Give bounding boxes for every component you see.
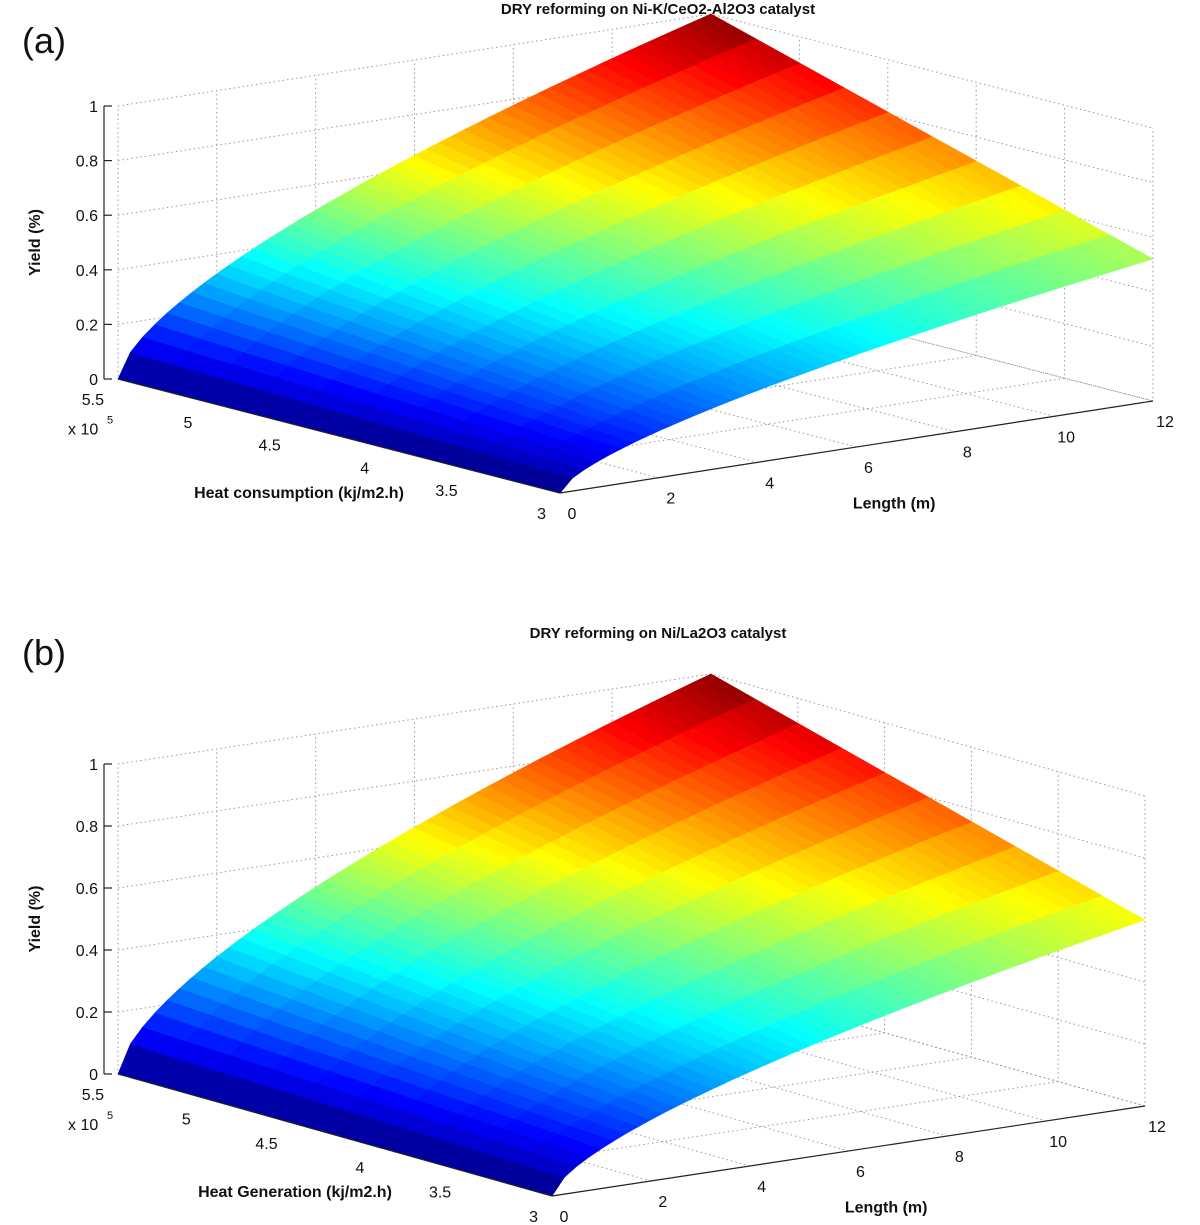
x-axis-line — [117, 378, 561, 494]
surface — [117, 13, 1154, 494]
panel-label: (a) — [22, 20, 66, 61]
x-multiplier: x 10 — [68, 1117, 98, 1134]
y-tick-label: 10 — [1049, 1134, 1067, 1151]
z-tick-label: 0.6 — [76, 208, 98, 225]
x-exponent: 5 — [107, 1110, 113, 1122]
y-tick-label: 4 — [757, 1179, 766, 1196]
chart-title: DRY reforming on Ni-K/CeO2-Al2O3 catalys… — [501, 1, 815, 18]
y-axis-line — [559, 400, 1154, 494]
y-tick-label: 2 — [666, 491, 675, 508]
x-tick-label: 4 — [355, 1160, 364, 1177]
z-tick-label: 0.8 — [76, 154, 98, 171]
y-axis-label: Length (m) — [853, 495, 936, 512]
y-tick-label: 4 — [765, 475, 774, 492]
z-axis-label: Yield (%) — [27, 886, 44, 953]
x-multiplier: x 10 — [68, 421, 98, 438]
y-tick-label: 8 — [963, 445, 972, 462]
x-tick-label: 5 — [182, 1111, 191, 1128]
chart-title: DRY reforming on Ni/La2O3 catalyst — [530, 625, 787, 642]
y-tick-label: 0 — [560, 1209, 569, 1224]
x-tick-label: 4.5 — [259, 438, 281, 455]
x-tick-label: 3 — [529, 1209, 538, 1224]
z-tick-label: 0.6 — [76, 881, 98, 898]
x-tick-label: 3.5 — [429, 1185, 451, 1202]
z-axis-label: Yield (%) — [27, 209, 44, 276]
x-axis-line — [117, 1073, 553, 1197]
y-tick-label: 0 — [568, 506, 577, 523]
x-tick-label: 3 — [537, 506, 546, 523]
y-axis-line — [551, 1105, 1146, 1197]
surface-patch — [697, 673, 756, 705]
surface — [117, 673, 1146, 1197]
surface-patch — [697, 13, 756, 45]
x-tick-label: 3.5 — [435, 483, 457, 500]
y-tick-label: 10 — [1057, 429, 1075, 446]
y-tick-label: 12 — [1156, 414, 1174, 431]
z-tick-label: 0 — [89, 372, 98, 389]
x-tick-label: 4.5 — [255, 1136, 277, 1153]
x-exponent: 5 — [107, 414, 113, 426]
y-tick-label: 12 — [1148, 1119, 1166, 1136]
surface-chart-b: 00.20.40.60.8133.544.555.5024681012Heat … — [27, 625, 1166, 1224]
z-tick-label: 1 — [89, 757, 98, 774]
z-tick-label: 0.4 — [76, 263, 98, 280]
x-tick-label: 5.5 — [82, 392, 104, 409]
z-tick-label: 0 — [89, 1067, 98, 1084]
z-tick-label: 0.4 — [76, 943, 98, 960]
y-tick-label: 2 — [658, 1194, 667, 1211]
x-tick-label: 5 — [183, 415, 192, 432]
x-axis-label: Heat consumption (kj/m2.h) — [194, 485, 404, 502]
x-tick-label: 4 — [360, 460, 369, 477]
y-tick-label: 6 — [856, 1164, 865, 1181]
y-tick-label: 6 — [864, 460, 873, 477]
x-axis-label: Heat Generation (kj/m2.h) — [198, 1184, 392, 1201]
chart-panel-a: (a) 0 0.2 0.4 0.6 0.8 1 3 3.5 4 4.5 5 5.5 0 2 4 6 8 10 12 H… — [0, 0, 1200, 612]
z-tick-label: 0.2 — [76, 317, 98, 334]
panel-label: (b) — [22, 632, 66, 673]
y-axis-label: Length (m) — [845, 1200, 928, 1217]
axes — [103, 105, 1154, 494]
x-tick-label: 5.5 — [82, 1087, 104, 1104]
z-tick-label: 1 — [89, 99, 98, 116]
y-tick-label: 8 — [955, 1149, 964, 1166]
z-tick-label: 0.2 — [76, 1005, 98, 1022]
z-tick-label: 0.8 — [76, 819, 98, 836]
axes — [103, 763, 1146, 1197]
surface-chart-a: 00.20.40.60.8133.544.555.5024681012Heat … — [27, 1, 1174, 523]
chart-panel-b: (b) 0 0.2 0.4 0.6 0.8 1 3 3.5 4 4.5 5 5.5 0 2 4 6 8 10 12 H… — [0, 612, 1200, 1224]
